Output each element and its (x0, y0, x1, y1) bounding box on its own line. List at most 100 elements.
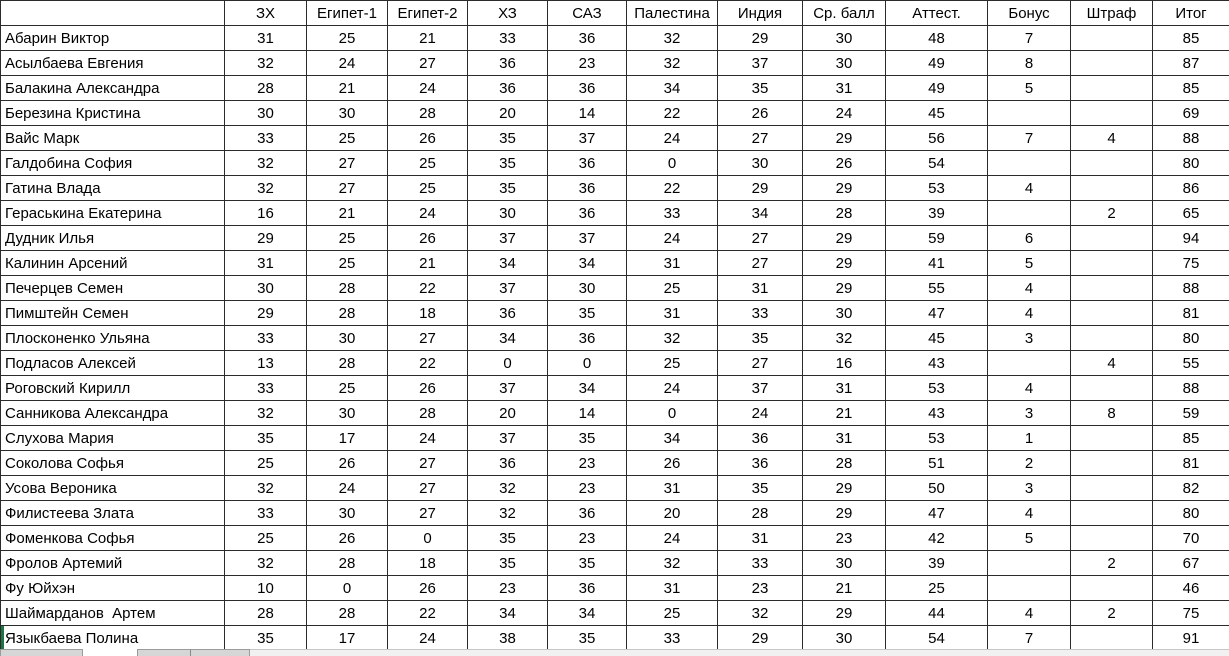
score-cell[interactable] (1070, 175, 1153, 201)
student-name-cell[interactable]: Филистеева Злата (0, 500, 225, 526)
score-cell[interactable]: 24 (387, 625, 468, 651)
score-cell[interactable]: 53 (885, 425, 988, 451)
student-name-cell[interactable]: Печерцев Семен (0, 275, 225, 301)
score-cell[interactable]: 22 (387, 275, 468, 301)
score-cell[interactable] (987, 100, 1071, 126)
score-cell[interactable]: 29 (802, 500, 886, 526)
score-cell[interactable]: 28 (306, 300, 388, 326)
student-name-cell[interactable]: Соколова Софья (0, 450, 225, 476)
score-cell[interactable]: 37 (467, 275, 548, 301)
score-cell[interactable]: 2 (987, 450, 1071, 476)
score-cell[interactable]: 82 (1152, 475, 1229, 501)
score-cell[interactable]: 32 (626, 550, 718, 576)
score-cell[interactable]: 44 (885, 600, 988, 626)
score-cell[interactable]: 31 (224, 25, 307, 51)
score-cell[interactable]: 86 (1152, 175, 1229, 201)
score-cell[interactable]: 32 (626, 25, 718, 51)
score-cell[interactable]: 32 (224, 175, 307, 201)
score-cell[interactable]: 30 (802, 550, 886, 576)
score-cell[interactable]: 32 (467, 500, 548, 526)
score-cell[interactable] (987, 200, 1071, 226)
score-cell[interactable]: 35 (717, 75, 803, 101)
score-cell[interactable]: 26 (717, 100, 803, 126)
score-cell[interactable]: 3 (987, 475, 1071, 501)
score-cell[interactable]: 34 (547, 250, 627, 276)
score-cell[interactable]: 17 (306, 425, 388, 451)
score-cell[interactable]: 25 (626, 275, 718, 301)
score-cell[interactable]: 32 (224, 550, 307, 576)
score-cell[interactable]: 32 (467, 475, 548, 501)
score-cell[interactable]: 30 (306, 500, 388, 526)
student-name-cell[interactable]: Гераськина Екатерина (0, 200, 225, 226)
score-cell[interactable]: 2 (1070, 550, 1153, 576)
score-cell[interactable]: 31 (802, 375, 886, 401)
score-cell[interactable] (1070, 575, 1153, 601)
score-cell[interactable]: 35 (547, 625, 627, 651)
score-cell[interactable]: 29 (224, 225, 307, 251)
score-cell[interactable]: 29 (802, 125, 886, 151)
score-cell[interactable]: 29 (717, 175, 803, 201)
score-cell[interactable]: 16 (224, 200, 307, 226)
score-cell[interactable]: 25 (306, 375, 388, 401)
score-cell[interactable]: 28 (306, 275, 388, 301)
score-cell[interactable]: 29 (802, 475, 886, 501)
score-cell[interactable]: 28 (306, 550, 388, 576)
score-cell[interactable]: 36 (467, 450, 548, 476)
score-cell[interactable]: 37 (547, 225, 627, 251)
score-cell[interactable]: 0 (306, 575, 388, 601)
score-cell[interactable]: 28 (224, 75, 307, 101)
score-cell[interactable]: 18 (387, 300, 468, 326)
score-cell[interactable]: 34 (717, 200, 803, 226)
score-cell[interactable]: 4 (987, 275, 1071, 301)
student-name-cell[interactable]: Слухова Мария (0, 425, 225, 451)
score-cell[interactable]: 31 (802, 75, 886, 101)
score-cell[interactable]: 4 (1070, 350, 1153, 376)
score-cell[interactable]: 34 (626, 425, 718, 451)
score-cell[interactable]: 26 (387, 575, 468, 601)
score-cell[interactable]: 23 (547, 50, 627, 76)
score-cell[interactable]: 85 (1152, 425, 1229, 451)
score-cell[interactable]: 23 (802, 525, 886, 551)
score-cell[interactable] (1070, 525, 1153, 551)
score-cell[interactable]: 20 (467, 100, 548, 126)
score-cell[interactable]: 29 (802, 225, 886, 251)
score-cell[interactable]: 35 (467, 525, 548, 551)
score-cell[interactable]: 28 (224, 600, 307, 626)
student-name-cell[interactable]: Фу Юйхэн (0, 575, 225, 601)
score-cell[interactable]: 24 (306, 475, 388, 501)
score-cell[interactable] (1070, 375, 1153, 401)
score-cell[interactable]: 25 (224, 450, 307, 476)
score-cell[interactable] (1070, 325, 1153, 351)
score-cell[interactable]: 0 (387, 525, 468, 551)
score-cell[interactable]: 3 (987, 400, 1071, 426)
score-cell[interactable]: 31 (224, 250, 307, 276)
student-name-cell[interactable]: Фоменкова Софья (0, 525, 225, 551)
score-cell[interactable]: 29 (717, 625, 803, 651)
score-cell[interactable]: 1 (987, 425, 1071, 451)
score-cell[interactable]: 56 (885, 125, 988, 151)
score-cell[interactable]: 25 (626, 350, 718, 376)
score-cell[interactable]: 32 (802, 325, 886, 351)
score-cell[interactable]: 7 (987, 25, 1071, 51)
score-cell[interactable]: 36 (717, 425, 803, 451)
score-cell[interactable] (1070, 475, 1153, 501)
score-cell[interactable]: 43 (885, 400, 988, 426)
score-cell[interactable]: 27 (717, 225, 803, 251)
score-cell[interactable]: 30 (467, 200, 548, 226)
score-cell[interactable]: 34 (467, 250, 548, 276)
column-header[interactable]: Палестина (626, 0, 718, 26)
score-cell[interactable]: 24 (387, 425, 468, 451)
score-cell[interactable]: 31 (717, 275, 803, 301)
column-header[interactable]: Итог (1152, 0, 1229, 26)
score-cell[interactable]: 24 (626, 375, 718, 401)
score-cell[interactable]: 4 (1070, 125, 1153, 151)
score-cell[interactable]: 28 (387, 100, 468, 126)
score-cell[interactable]: 30 (547, 275, 627, 301)
score-cell[interactable]: 32 (717, 600, 803, 626)
score-cell[interactable]: 29 (802, 250, 886, 276)
score-cell[interactable]: 30 (802, 625, 886, 651)
score-cell[interactable]: 54 (885, 150, 988, 176)
corner-cell[interactable] (0, 0, 225, 26)
score-cell[interactable]: 33 (626, 200, 718, 226)
score-cell[interactable]: 42 (885, 525, 988, 551)
